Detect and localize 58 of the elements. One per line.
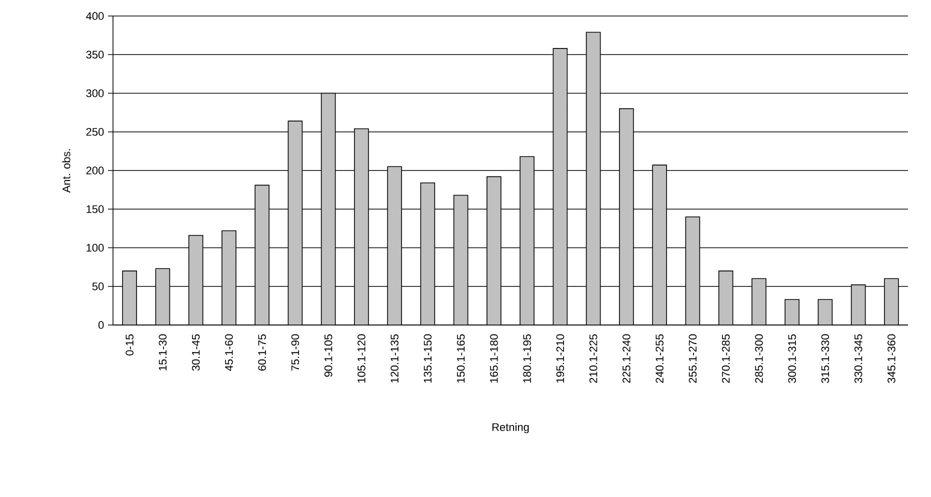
y-tick-label: 350 bbox=[86, 50, 104, 59]
x-tick-label: 30.1-45 bbox=[192, 334, 200, 371]
x-tick-label: 15.1-30 bbox=[158, 334, 167, 370]
x-tick-label: 60.1-75 bbox=[258, 334, 266, 371]
bar bbox=[552, 48, 568, 325]
bar bbox=[387, 166, 402, 325]
bar bbox=[320, 92, 336, 325]
x-tick-label: 150.1-165 bbox=[456, 334, 465, 383]
x-tick-label: 180.1-195 bbox=[523, 334, 531, 383]
bar bbox=[752, 278, 766, 325]
bar bbox=[520, 156, 534, 325]
x-tick-label: 45.1-60 bbox=[225, 334, 233, 371]
x-tick-label: 315.1-330 bbox=[821, 334, 830, 383]
x-tick-label: 300.1-315 bbox=[788, 334, 796, 383]
y-tick-label: 200 bbox=[86, 166, 104, 174]
x-tick-label: 285.1-300 bbox=[755, 334, 763, 383]
bar bbox=[254, 184, 270, 325]
x-tick-label: 270.1-285 bbox=[722, 334, 730, 383]
bar bbox=[222, 230, 236, 325]
bar bbox=[884, 278, 899, 325]
x-tick-label: 90.1-105 bbox=[324, 334, 332, 377]
bar bbox=[122, 270, 137, 325]
bar bbox=[354, 128, 369, 325]
x-tick-label: 105.1-120 bbox=[358, 334, 366, 383]
x-axis-title: Retning bbox=[492, 422, 529, 434]
y-tick-label: 400 bbox=[86, 12, 104, 20]
x-tick-label: 240.1-255 bbox=[656, 334, 664, 383]
bar bbox=[652, 164, 667, 325]
x-tick-label: 225.1-240 bbox=[622, 334, 630, 383]
bar bbox=[619, 108, 634, 325]
bar bbox=[420, 182, 436, 325]
x-tick-label: 135.1-150 bbox=[424, 334, 432, 383]
bar bbox=[685, 216, 700, 325]
x-tick-label: 210.1-225 bbox=[589, 334, 598, 383]
x-tick-label: 0-15 bbox=[126, 334, 134, 356]
bar bbox=[586, 32, 601, 325]
y-tick-label: 250 bbox=[86, 128, 104, 136]
x-tick-label: 120.1-135 bbox=[390, 334, 398, 383]
bar bbox=[155, 268, 170, 325]
x-tick-label: 345.1-360 bbox=[888, 334, 896, 383]
y-tick-label: 0 bbox=[98, 321, 104, 329]
y-tick-label: 150 bbox=[86, 205, 104, 214]
x-tick-label: 165.1-180 bbox=[490, 334, 498, 383]
y-axis-title: Ant. obs. bbox=[62, 149, 70, 193]
y-tick-label: 300 bbox=[86, 89, 104, 98]
x-tick-label: 330.1-345 bbox=[854, 334, 862, 383]
bar bbox=[486, 176, 502, 325]
bar bbox=[188, 234, 204, 325]
bar bbox=[288, 120, 303, 325]
bar bbox=[453, 194, 468, 325]
y-tick-label: 100 bbox=[86, 244, 104, 252]
bar bbox=[818, 299, 833, 325]
x-tick-label: 255.1-270 bbox=[688, 334, 697, 383]
x-tick-label: 75.1-90 bbox=[291, 334, 300, 371]
bar bbox=[850, 284, 866, 325]
bar bbox=[718, 270, 734, 325]
y-tick-label: 50 bbox=[92, 282, 104, 290]
x-tick-label: 195.1-210 bbox=[556, 334, 564, 383]
